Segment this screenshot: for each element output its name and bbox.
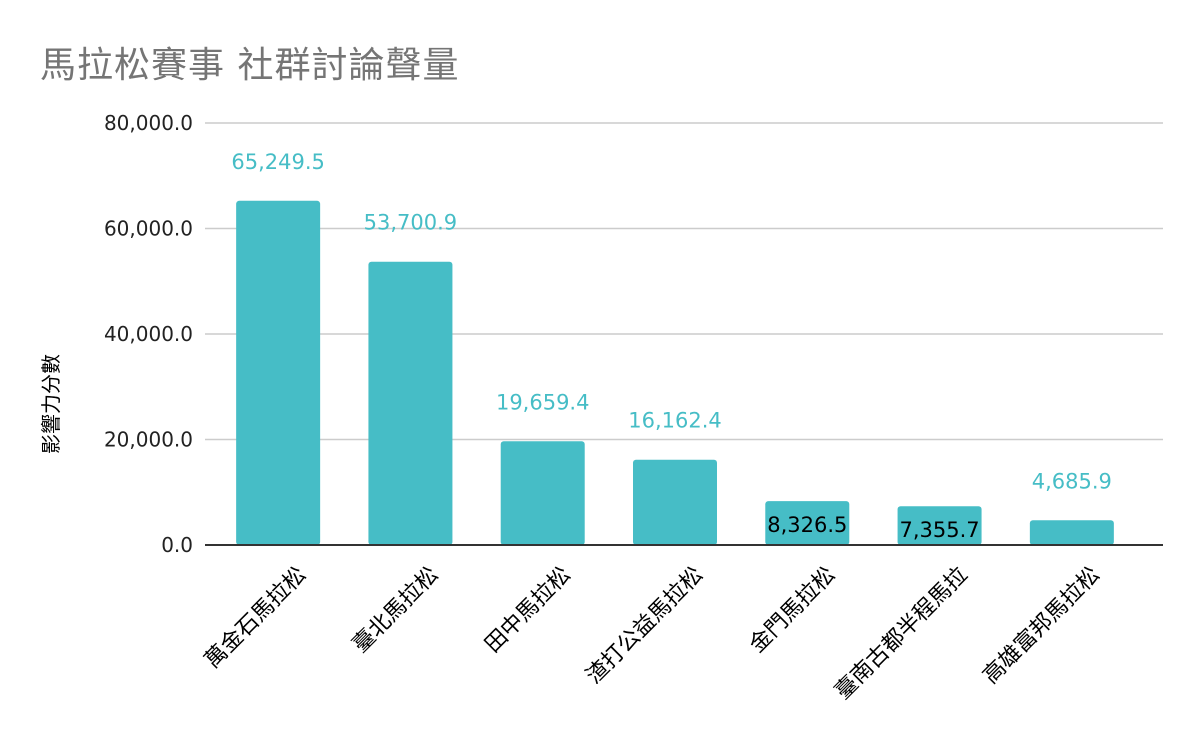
data-label: 4,685.9 bbox=[1032, 469, 1112, 493]
y-tick-label: 80,000.0 bbox=[104, 111, 193, 135]
data-label: 7,355.7 bbox=[899, 518, 979, 542]
data-label: 8,326.5 bbox=[767, 513, 847, 537]
x-tick-label: 臺南古都半程馬拉 bbox=[831, 562, 973, 704]
y-tick-label: 60,000.0 bbox=[104, 217, 193, 241]
bar bbox=[765, 501, 850, 545]
y-axis-ticks: 0.0 20,000.0 40,000.0 60,000.0 80,000.0 bbox=[104, 111, 193, 557]
data-label: 16,162.4 bbox=[628, 409, 722, 433]
y-tick-label: 20,000.0 bbox=[104, 428, 193, 452]
bar bbox=[897, 506, 982, 545]
data-labels: 65,249.5 53,700.9 19,659.4 16,162.4 8,326.5 7… bbox=[231, 150, 1112, 542]
grid-lines bbox=[205, 122, 1163, 441]
data-label: 19,659.4 bbox=[496, 390, 590, 414]
y-axis-title: 影響力分數 bbox=[39, 354, 63, 454]
bars bbox=[236, 200, 1114, 545]
y-tick-label: 40,000.0 bbox=[104, 322, 193, 346]
data-label: 53,700.9 bbox=[364, 211, 458, 235]
chart-title: 馬拉松賽事 社群討論聲量 bbox=[40, 45, 460, 86]
bar bbox=[1029, 520, 1114, 545]
x-tick-label: 臺北馬拉松 bbox=[348, 562, 443, 657]
x-tick-label: 萬金石馬拉松 bbox=[200, 562, 311, 673]
x-tick-label: 高雄富邦馬拉松 bbox=[978, 562, 1105, 689]
y-tick-label: 0.0 bbox=[161, 533, 193, 557]
x-tick-label: 渣打公益馬拉松 bbox=[582, 562, 709, 689]
x-tick-label: 金門馬拉松 bbox=[745, 562, 840, 657]
x-tick-label: 田中馬拉松 bbox=[480, 562, 575, 657]
bar bbox=[236, 200, 321, 545]
bar bbox=[500, 441, 585, 545]
bar bbox=[368, 261, 453, 545]
data-label: 65,249.5 bbox=[231, 150, 325, 174]
bar bbox=[633, 459, 717, 545]
